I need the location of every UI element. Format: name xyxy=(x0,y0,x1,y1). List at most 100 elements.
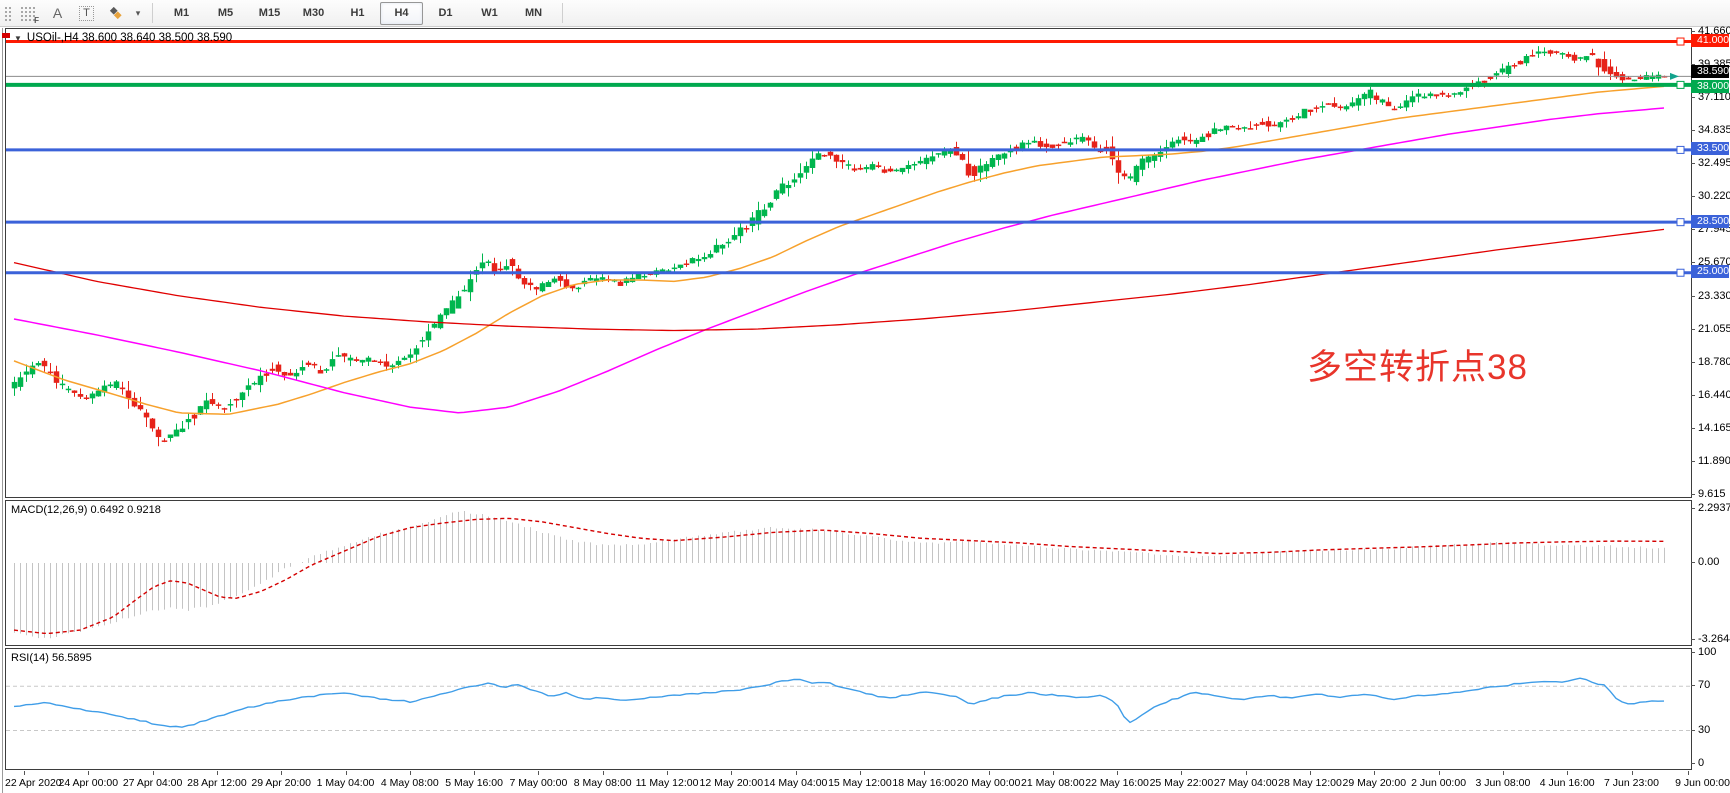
axis-tick-label: 100 xyxy=(1698,646,1717,658)
macd-svg[interactable] xyxy=(6,501,1691,645)
axis-tick-mark xyxy=(1691,31,1695,32)
price-badge-33.500: 33.500 xyxy=(1691,142,1729,155)
price-badge-41.000: 41.000 xyxy=(1691,34,1729,47)
time-tick-mark xyxy=(1688,771,1689,775)
axis-tick-mark xyxy=(1691,730,1695,731)
time-tick-label: 18 May 16:00 xyxy=(892,777,957,789)
time-tick-mark xyxy=(538,771,539,775)
hline-38.000[interactable] xyxy=(6,80,1691,89)
timeframe-button-w1[interactable]: W1 xyxy=(481,7,498,19)
time-tick-label: 11 May 12:00 xyxy=(635,777,699,789)
time-tick-mark xyxy=(24,771,25,775)
hline-28.500[interactable] xyxy=(6,218,1691,227)
main-chart-panel[interactable]: ▼ USOil-,H4 38.600 38.640 38.500 38.590 xyxy=(5,28,1692,498)
time-tick-label: 12 May 20:00 xyxy=(699,777,764,789)
hline-33.500[interactable] xyxy=(6,145,1691,154)
time-tick-label: 7 Jun 23:00 xyxy=(1604,777,1659,789)
rsi-label: RSI(14) 56.5895 xyxy=(11,652,92,664)
rsi-panel[interactable]: RSI(14) 56.5895 xyxy=(5,648,1692,770)
axis-tick-label: 23.330 xyxy=(1698,290,1730,302)
timeframe-button-m5[interactable]: M5 xyxy=(217,7,234,19)
axis-tick-mark xyxy=(1691,296,1695,297)
rsi-line xyxy=(13,677,1665,728)
hline-handle[interactable] xyxy=(1676,218,1685,227)
time-tick-label: 5 May 16:00 xyxy=(445,777,503,789)
time-tick-label: 27 May 04:00 xyxy=(1213,777,1278,789)
hline-41.000[interactable] xyxy=(6,37,1691,46)
text-label-button[interactable]: T xyxy=(73,2,100,25)
time-tick-mark xyxy=(1567,771,1568,775)
ma-medium-line xyxy=(13,107,1665,414)
timeframe-button-m15[interactable]: M15 xyxy=(258,7,281,19)
axis-tick-mark xyxy=(1691,64,1695,65)
price-badge-25.000: 25.000 xyxy=(1691,265,1729,278)
hline-handle[interactable] xyxy=(1676,145,1685,154)
timeframe-button-mn[interactable]: MN xyxy=(524,7,543,19)
axis-tick-mark xyxy=(1691,362,1695,363)
price-axis[interactable]: 41.660 39.385 37.110 34.835 32.495 30.220 27.9… xyxy=(1691,0,1730,770)
time-tick-label: 7 May 00:00 xyxy=(509,777,568,789)
main-chart-svg[interactable] xyxy=(6,29,1691,497)
axis-tick-mark xyxy=(1691,428,1695,429)
axis-tick-label: 70 xyxy=(1698,679,1711,691)
last-price-marker-icon xyxy=(1670,72,1679,80)
timeframe-button-m30[interactable]: M30 xyxy=(302,7,325,19)
time-tick-label: 8 May 08:00 xyxy=(573,777,632,789)
time-tick-label: 14 May 04:00 xyxy=(763,777,828,789)
font-icon: A xyxy=(52,5,63,21)
time-tick-mark xyxy=(1181,771,1182,775)
axis-tick-mark xyxy=(1691,262,1695,263)
axis-tick-label: 0.00 xyxy=(1698,556,1720,568)
arrow-styles-button[interactable] xyxy=(102,2,129,25)
axis-tick-label: 2.2937 xyxy=(1698,502,1730,514)
time-tick-mark xyxy=(1503,771,1504,775)
time-tick-mark xyxy=(1117,771,1118,775)
time-tick-mark xyxy=(1246,771,1247,775)
time-tick-label: 27 Apr 04:00 xyxy=(122,777,183,789)
timeframe-button-h1[interactable]: H1 xyxy=(350,7,365,19)
hline-handle[interactable] xyxy=(1676,37,1685,46)
timeframe-button-m1[interactable]: M1 xyxy=(173,7,190,19)
time-tick-label: 29 Apr 20:00 xyxy=(251,777,311,789)
symbol-ohlc-text: USOil-,H4 38.600 38.640 38.500 38.590 xyxy=(26,32,233,44)
axis-tick-label: 37.110 xyxy=(1698,91,1730,103)
hline-handle[interactable] xyxy=(1676,268,1685,277)
time-tick-label: 28 May 12:00 xyxy=(1278,777,1342,789)
time-axis[interactable]: 22 Apr 2020 24 Apr 00:00 27 Apr 04:00 28 Ap… xyxy=(5,771,1730,793)
styles-dropdown-button[interactable]: ▾ xyxy=(131,2,145,25)
axis-tick-mark xyxy=(1691,508,1695,509)
time-tick-label: 4 May 08:00 xyxy=(380,777,439,789)
axis-tick-mark xyxy=(1691,329,1695,330)
timeframe-button-h4[interactable]: H4 xyxy=(380,1,423,25)
price-badge-28.500: 28.500 xyxy=(1691,215,1729,228)
toolbar-grip[interactable] xyxy=(3,4,11,22)
time-tick-mark xyxy=(989,771,990,775)
axis-tick-label: 34.835 xyxy=(1698,124,1730,136)
rsi-svg[interactable] xyxy=(6,649,1691,769)
time-tick-label: 9 Jun 00:00 xyxy=(1675,777,1730,789)
font-button[interactable]: A xyxy=(44,2,71,25)
axis-tick-mark xyxy=(1691,639,1695,640)
axis-tick-label: 14.165 xyxy=(1698,422,1730,434)
hline-handle[interactable] xyxy=(1676,80,1685,89)
axis-tick-label: 9.615 xyxy=(1698,488,1726,500)
hline-25.000[interactable] xyxy=(6,268,1691,277)
axis-tick-label: 18.780 xyxy=(1698,356,1730,368)
symbol-dropdown-icon[interactable]: ▼ xyxy=(14,33,22,43)
time-tick-label: 28 Apr 12:00 xyxy=(187,777,247,789)
axis-tick-mark xyxy=(1691,196,1695,197)
axis-tick-label: 0 xyxy=(1698,757,1705,769)
grid-snap-icon: F xyxy=(20,5,39,25)
time-tick-mark xyxy=(924,771,925,775)
time-tick-label: 25 May 22:00 xyxy=(1149,777,1214,789)
ma-fast-line xyxy=(13,85,1665,415)
axis-tick-mark xyxy=(1691,395,1695,396)
macd-panel[interactable]: MACD(12,26,9) 0.6492 0.9218 xyxy=(5,500,1692,646)
time-tick-label: 29 May 20:00 xyxy=(1342,777,1407,789)
timeframe-button-d1[interactable]: D1 xyxy=(438,7,453,19)
symbol-info-bar: ▼ USOil-,H4 38.600 38.640 38.500 38.590 xyxy=(14,32,232,44)
axis-tick-mark xyxy=(1691,461,1695,462)
chart-annotation-text[interactable]: 多空转折点38 xyxy=(1307,348,1528,387)
grid-snap-button[interactable]: F xyxy=(15,2,42,25)
